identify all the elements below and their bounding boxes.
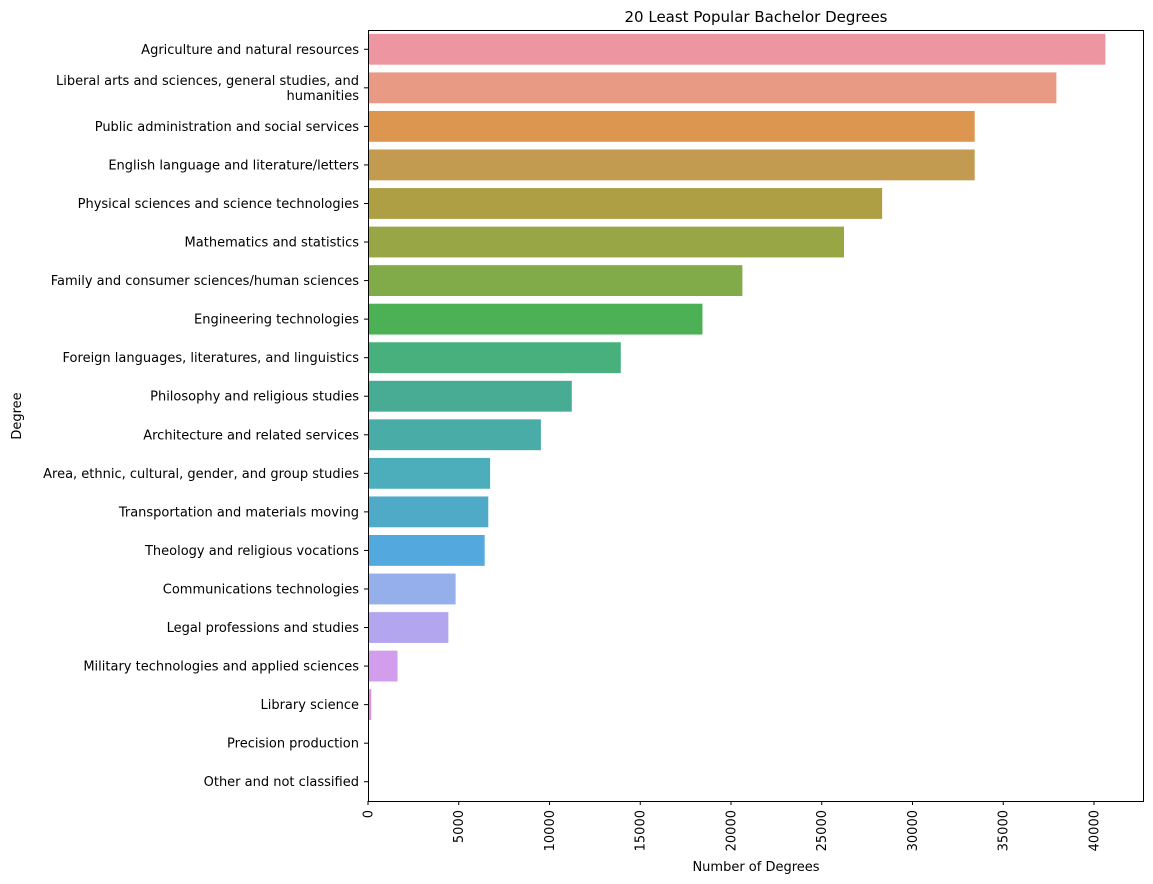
x-axis-label: Number of Degrees	[692, 860, 819, 875]
y-tick-label: Architecture and related services	[143, 428, 359, 443]
y-tick-label: Other and not classified	[204, 775, 359, 790]
x-tick-label: 0	[362, 810, 377, 818]
bar	[368, 342, 621, 374]
bar	[368, 573, 456, 605]
y-tick-label: Mathematics and statistics	[185, 236, 360, 251]
y-tick-label: humanities	[287, 89, 360, 104]
bar	[368, 496, 489, 528]
y-axis: Agriculture and natural resources Liberal…	[43, 43, 368, 790]
y-tick-label: Military technologies and applied scienc…	[83, 660, 359, 675]
bar	[368, 226, 845, 258]
x-tick-label: 5000	[452, 810, 467, 843]
bar	[368, 380, 572, 412]
x-tick-label: 10000	[543, 810, 558, 851]
bar	[368, 650, 398, 682]
bar	[368, 303, 703, 335]
y-axis-label: Degree	[10, 392, 25, 439]
y-tick-label: Precision production	[227, 737, 359, 752]
chart-title: 20 Least Popular Bachelor Degrees	[625, 8, 888, 26]
y-tick-label: Engineering technologies	[194, 313, 359, 328]
x-tick-label: 15000	[634, 810, 649, 851]
x-tick-label: 40000	[1087, 810, 1102, 851]
bar	[368, 72, 1057, 104]
bar	[368, 188, 883, 219]
y-tick-label: Liberal arts and sciences, general studi…	[56, 74, 359, 89]
x-tick-label: 20000	[724, 810, 739, 851]
x-tick-label: 30000	[906, 810, 921, 851]
y-tick-label: English language and literature/letters	[108, 158, 359, 173]
bar	[368, 149, 975, 181]
bar	[368, 265, 743, 296]
bar	[368, 535, 485, 566]
plot-frame	[368, 30, 1144, 802]
y-tick-label: Family and consumer sciences/human scien…	[51, 274, 360, 289]
bar	[368, 457, 491, 489]
x-tick-label: 25000	[815, 810, 830, 851]
bars-group	[368, 33, 1106, 721]
y-tick-label: Foreign languages, literatures, and ling…	[63, 351, 360, 366]
y-tick-label: Physical sciences and science technologi…	[78, 197, 360, 212]
y-tick-label: Legal professions and studies	[167, 621, 360, 636]
y-tick-label: Agriculture and natural resources	[141, 43, 359, 58]
y-tick-label: Communications technologies	[163, 582, 359, 597]
bar	[368, 110, 975, 142]
y-tick-label: Transportation and materials moving	[118, 505, 359, 520]
x-axis: 0 5000 10000 15000 20000 25000 30000 35000 40000	[362, 801, 1102, 851]
bar	[368, 419, 541, 451]
y-tick-label: Philosophy and religious studies	[150, 390, 359, 405]
bar	[368, 612, 449, 643]
y-tick-label: Public administration and social service…	[95, 120, 360, 135]
y-tick-label: Library science	[260, 698, 359, 713]
bar	[368, 689, 372, 721]
y-tick-label: Theology and religious vocations	[144, 544, 359, 559]
bar	[368, 33, 1106, 65]
x-tick-label: 35000	[997, 810, 1012, 851]
y-tick-label: Area, ethnic, cultural, gender, and grou…	[43, 467, 359, 482]
